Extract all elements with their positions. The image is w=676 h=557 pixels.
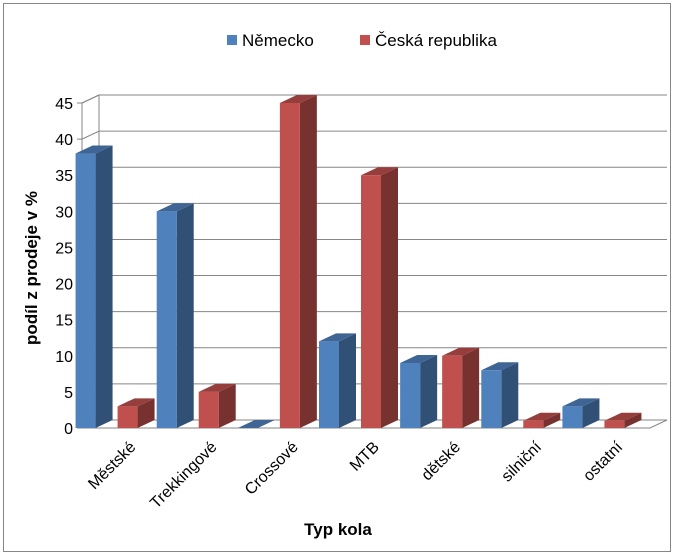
- x-axis-ticks: Městské Trekkingové Crossové MTB dětské silni…: [85, 438, 626, 512]
- bars: [75, 95, 642, 429]
- y-axis-title: podíl z prodeje v %: [22, 191, 41, 345]
- y-tick-label: 35: [55, 168, 73, 185]
- y-tick-label: 40: [55, 132, 73, 149]
- y-tick-label: 0: [64, 421, 73, 438]
- y-tick-label: 15: [55, 313, 73, 330]
- bar-ceska-republika-ostatni: [604, 412, 642, 428]
- x-tick-label-trekkingove: Trekkingové: [147, 439, 220, 512]
- y-tick-label: 45: [55, 96, 73, 113]
- legend-label-nemecko: Německo: [242, 31, 314, 50]
- bar-nemecko-silnicni: [481, 362, 519, 428]
- x-axis-title: Typ kola: [304, 520, 372, 539]
- legend: Německo Česká republika: [227, 31, 497, 50]
- y-tick-label: 5: [64, 385, 73, 402]
- bar-nemecko-mestske: [75, 145, 113, 429]
- legend-swatch-ceska-republika: [360, 35, 370, 45]
- y-tick-label: 30: [55, 204, 73, 221]
- x-tick-label-ostatni: ostatní: [580, 438, 626, 484]
- x-tick-label-crossove: Crossové: [242, 439, 302, 499]
- bar-ceska-republika-mestske: [117, 398, 155, 428]
- bar-nemecko-detske: [400, 355, 438, 428]
- legend-swatch-nemecko: [227, 35, 237, 45]
- x-tick-label-silnicni: silniční: [499, 438, 546, 485]
- gridline: [81, 130, 667, 140]
- bar-nemecko-mtb: [319, 333, 356, 428]
- y-tick-label: 20: [55, 277, 73, 294]
- bar-ceska-republika-mtb: [361, 167, 398, 428]
- y-tick-label: 25: [55, 240, 73, 257]
- bar-ceska-republika-crossove: [279, 95, 317, 428]
- x-tick-label-detske: dětské: [419, 439, 464, 484]
- bar-nemecko-crossove: [237, 420, 275, 428]
- bar-ceska-republika-trekkingove: [198, 383, 236, 428]
- bar-nemecko-ostatni: [562, 398, 600, 428]
- bar-nemecko-trekkingove: [156, 203, 194, 428]
- y-tick-label: 10: [55, 349, 73, 366]
- bar-ceska-republika-detske: [442, 347, 480, 428]
- bar-ceska-republika-silnicni: [523, 412, 561, 428]
- x-tick-label-mtb: MTB: [347, 439, 383, 475]
- gridline: [81, 94, 667, 104]
- x-tick-label-mestske: Městské: [85, 439, 139, 493]
- legend-label-ceska-republika: Česká republika: [375, 31, 497, 50]
